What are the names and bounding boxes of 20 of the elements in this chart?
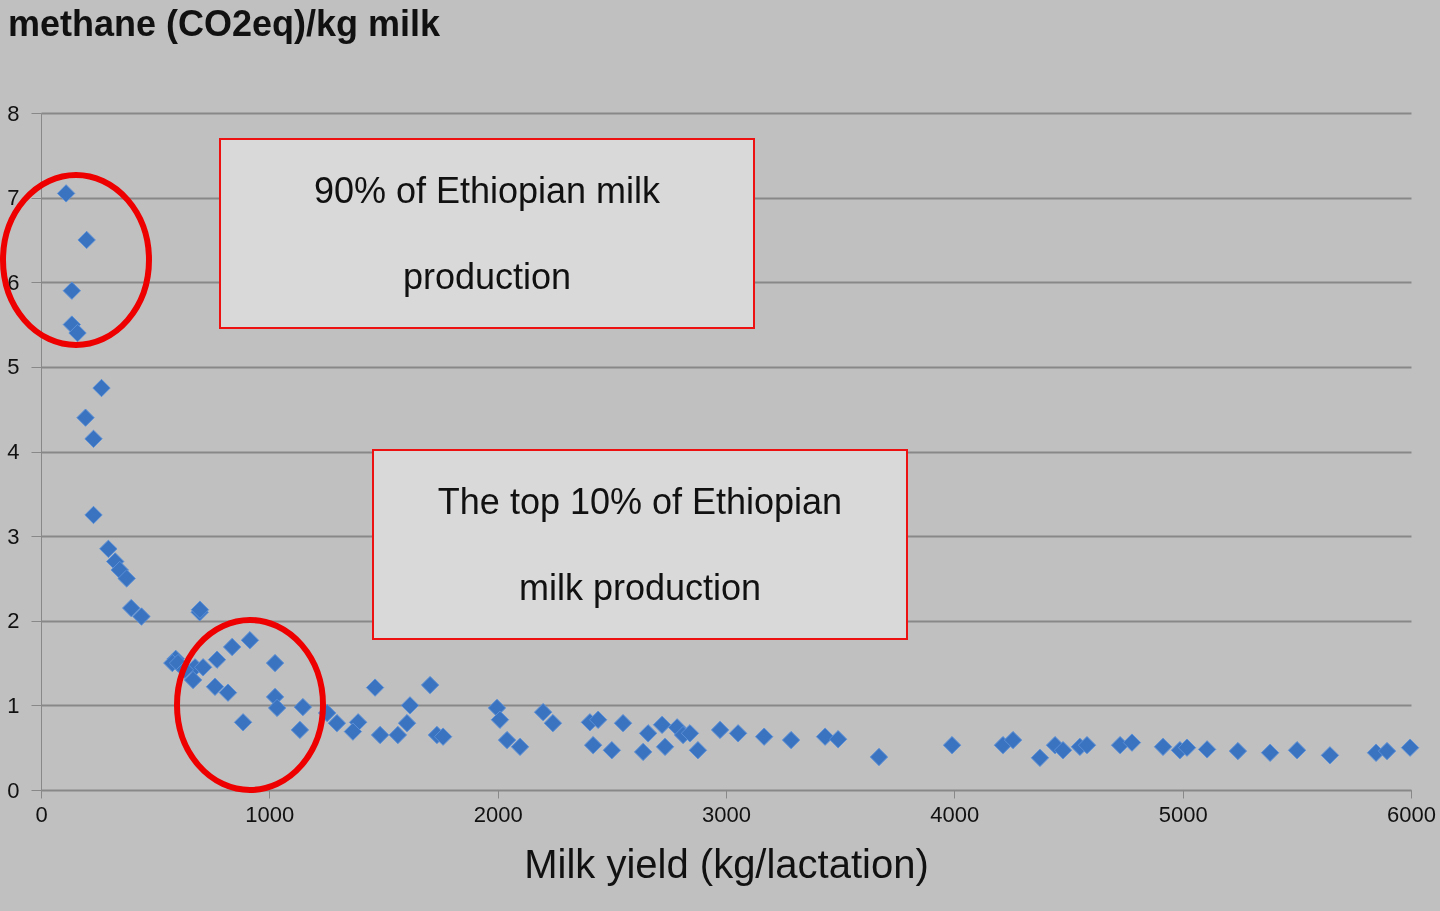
x-tick-label: 5000 xyxy=(1158,801,1208,827)
chart-title: methane (CO2eq)/kg milk xyxy=(8,3,442,44)
text-box: 90% of Ethiopian milk production xyxy=(219,138,755,329)
text-box: The top 10% of Ethiopian milk production xyxy=(372,449,908,640)
y-tick-label: 7 xyxy=(7,185,20,211)
x-tick-label: 6000 xyxy=(1387,801,1436,827)
y-tick-label: 3 xyxy=(7,523,20,549)
y-tick-label: 8 xyxy=(7,100,20,126)
x-tick-label: 3000 xyxy=(702,801,751,827)
x-tick-label: 0 xyxy=(35,801,48,827)
x-tick-label: 2000 xyxy=(473,801,523,827)
y-tick-label: 4 xyxy=(7,439,20,464)
y-tick-label: 2 xyxy=(7,608,20,634)
y-tick-label: 6 xyxy=(7,269,20,295)
x-axis-title: Milk yield (kg/lactation) xyxy=(524,841,929,886)
x-tick-label: 1000 xyxy=(245,801,295,827)
y-tick-label: 5 xyxy=(7,354,20,380)
y-tick-label: 1 xyxy=(7,692,20,718)
x-tick-label: 4000 xyxy=(930,801,980,827)
y-tick-label: 0 xyxy=(7,777,20,803)
